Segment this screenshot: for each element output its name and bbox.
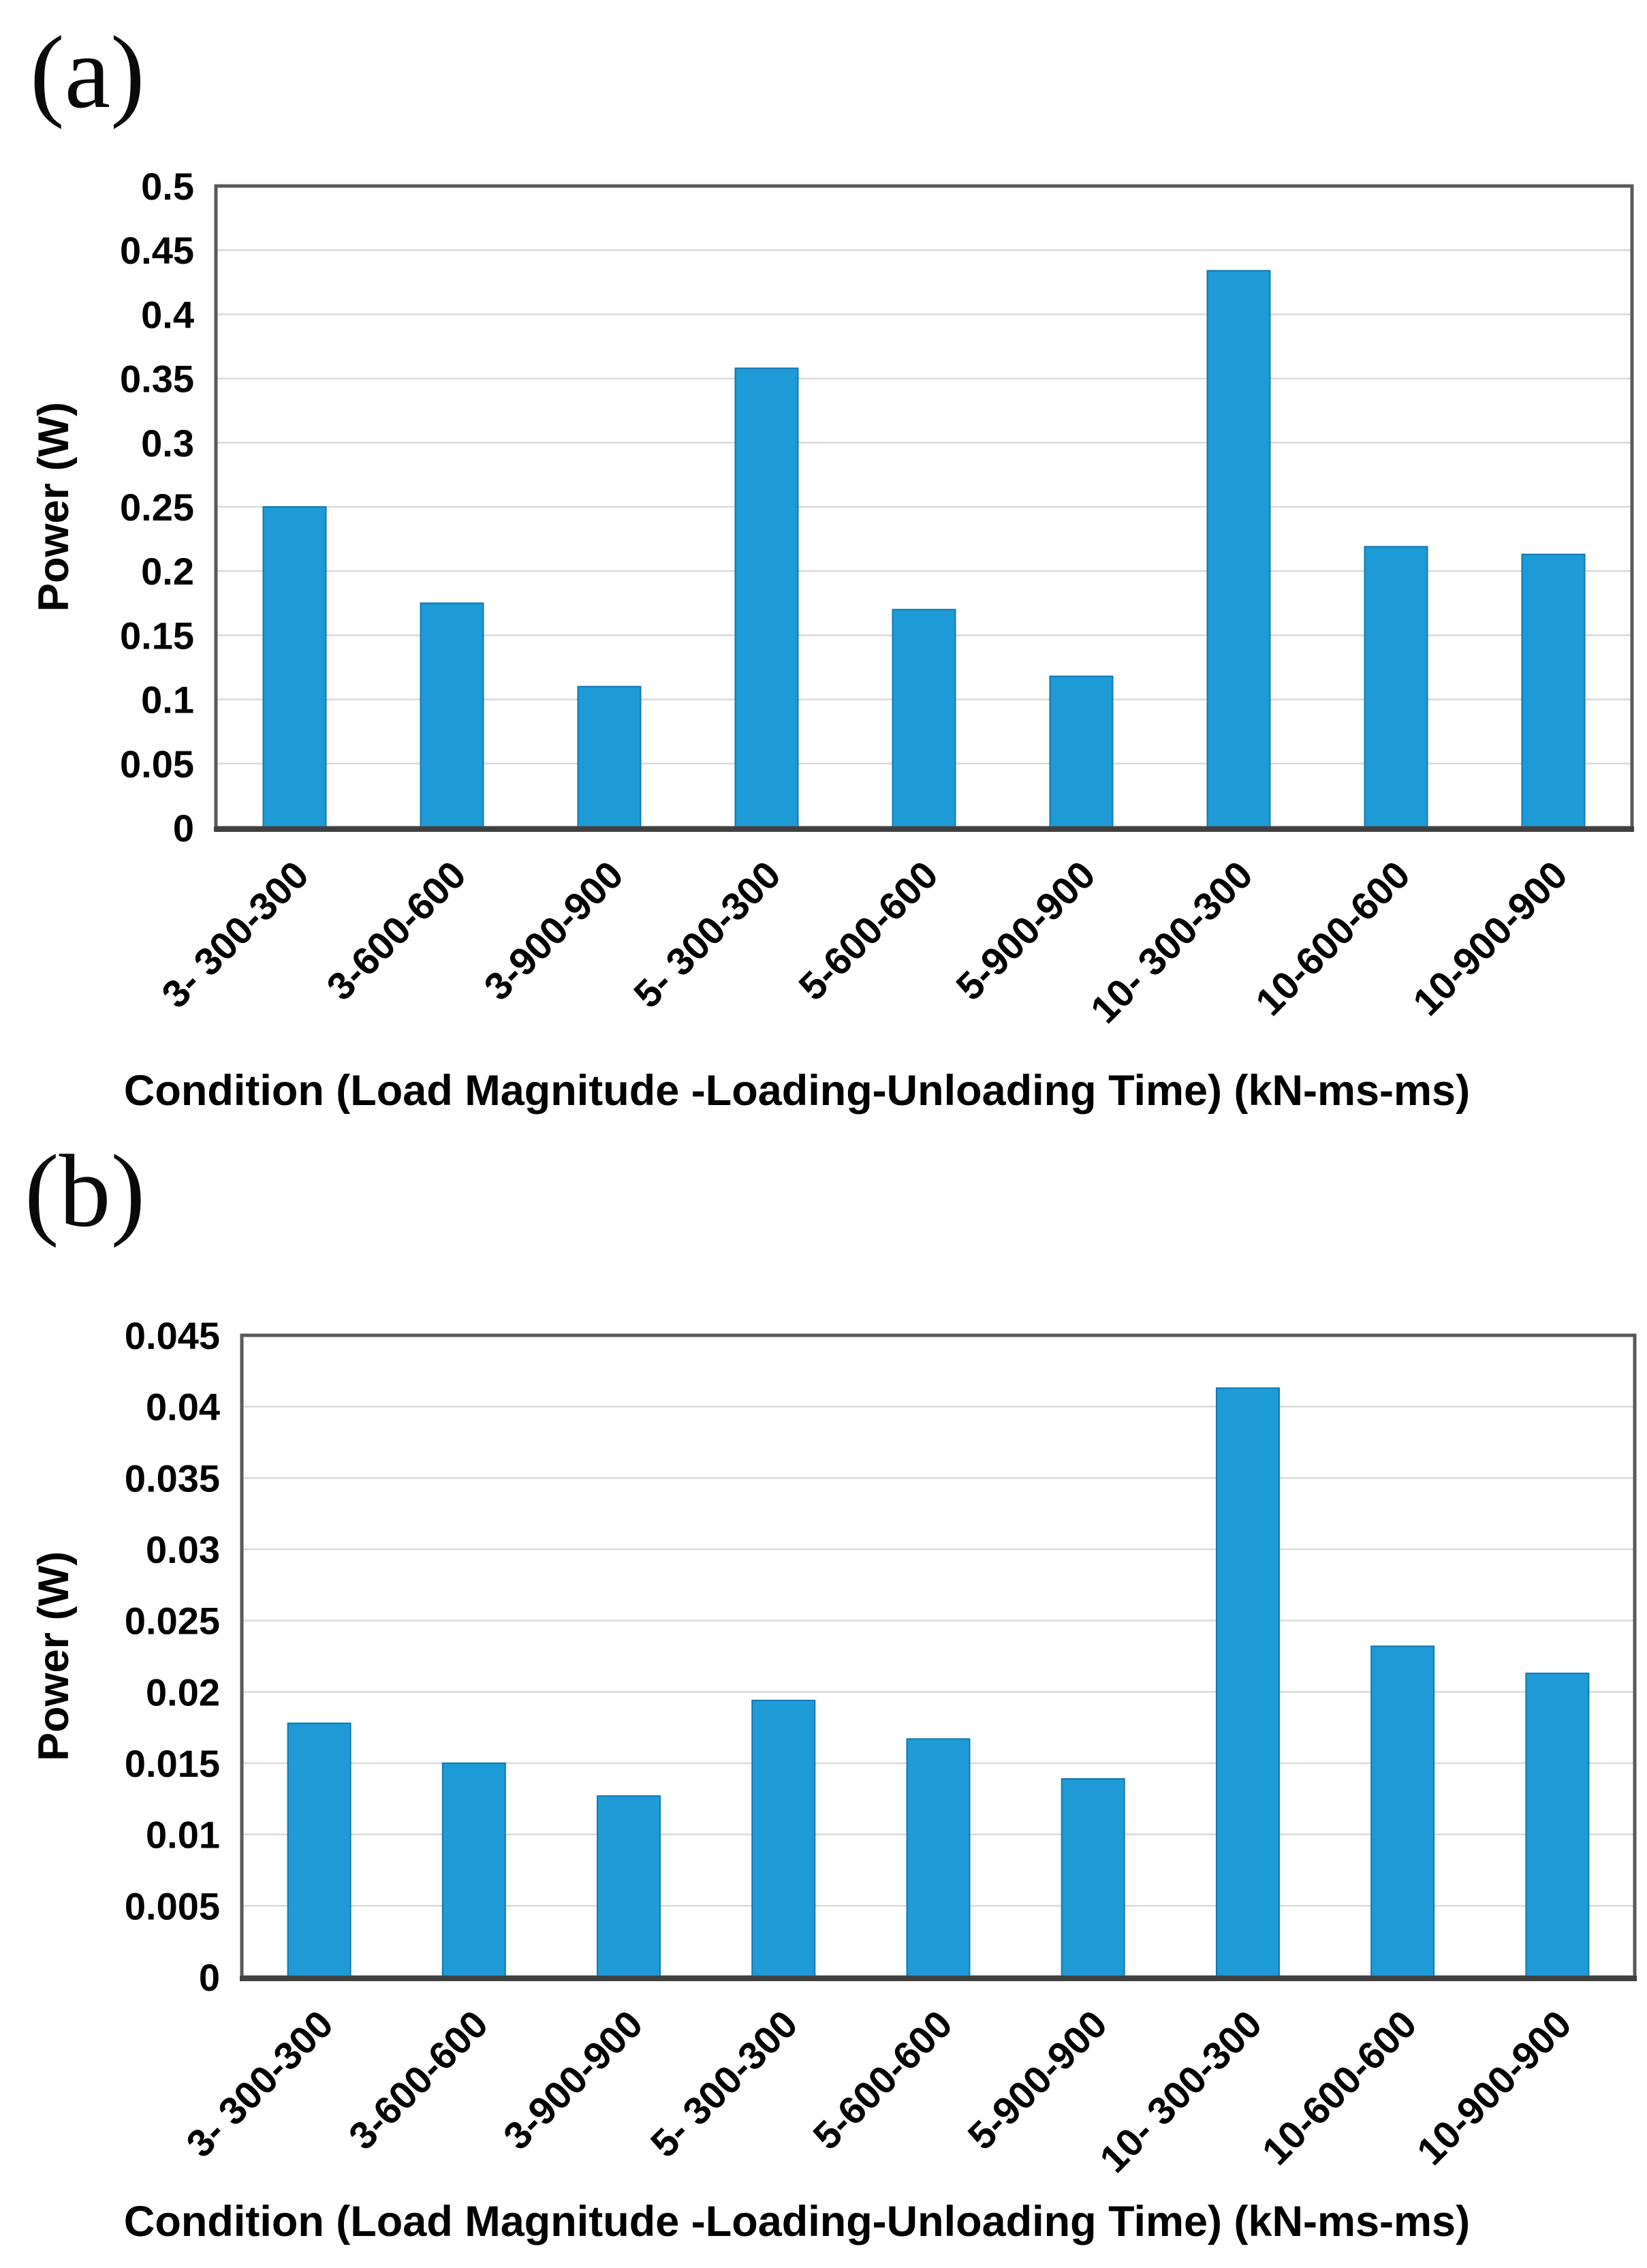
y-tick-label: 0.25 bbox=[120, 486, 194, 529]
bar bbox=[1049, 675, 1114, 828]
y-tick-label: 0.04 bbox=[146, 1386, 220, 1429]
x-category-label: 10-900-900 bbox=[1409, 2002, 1580, 2173]
y-axis-title: Power (W) bbox=[30, 1551, 78, 1761]
y-tick-label: 0.045 bbox=[125, 1314, 220, 1357]
bar bbox=[1364, 546, 1428, 828]
chart-panel-b: 0.045 0.04 0.035 0.03 0.025 0.02 0.015 0.01 0.00… bbox=[30, 1314, 1637, 2246]
bar bbox=[420, 602, 484, 828]
y-tick-label: 0.05 bbox=[120, 743, 194, 786]
x-category-label: 5-900-900 bbox=[960, 2002, 1116, 2158]
bar bbox=[1206, 270, 1271, 828]
y-tick-label: 0.3 bbox=[141, 422, 194, 465]
panel-a-label: (a) bbox=[30, 15, 145, 129]
bar bbox=[262, 506, 327, 828]
x-category-label: 10- 300-300 bbox=[1092, 2002, 1271, 2181]
y-tick-label: 0.1 bbox=[141, 679, 194, 721]
bar bbox=[906, 1738, 971, 1978]
x-category-label: 5-600-600 bbox=[791, 853, 947, 1009]
x-category-label: 10-600-600 bbox=[1254, 2002, 1425, 2173]
y-tick-label: 0.035 bbox=[125, 1457, 220, 1500]
y-tick-label: 0.4 bbox=[141, 293, 194, 336]
bar bbox=[1525, 1673, 1590, 1978]
y-tick-label: 0.025 bbox=[125, 1600, 220, 1643]
y-tick-label: 0.01 bbox=[146, 1814, 220, 1857]
x-category-label: 3- 300-300 bbox=[178, 2002, 342, 2166]
x-category-label: 10-600-600 bbox=[1247, 853, 1418, 1024]
bar bbox=[287, 1722, 351, 1978]
y-axis-title: Power (W) bbox=[30, 402, 78, 612]
bar bbox=[1370, 1645, 1435, 1978]
y-tick-label: 0.15 bbox=[120, 614, 194, 657]
bar bbox=[577, 685, 642, 829]
x-axis-title: Condition (Load Magnitude -Loading-Unloa… bbox=[124, 2198, 1470, 2246]
bar bbox=[734, 367, 799, 828]
x-category-label: 5- 300-300 bbox=[642, 2002, 806, 2166]
y-tick-label: 0.5 bbox=[141, 165, 194, 208]
panel-b-label: (b) bbox=[25, 1134, 146, 1248]
bar bbox=[1061, 1778, 1125, 1978]
bar bbox=[441, 1762, 506, 1978]
x-category-label: 5-600-600 bbox=[805, 2002, 961, 2158]
y-tick-label: 0.005 bbox=[125, 1884, 220, 1927]
x-category-label: 3- 300-300 bbox=[153, 853, 317, 1016]
x-category-label: 10- 300-300 bbox=[1082, 853, 1261, 1032]
y-tick-label: 0.45 bbox=[120, 229, 194, 272]
x-category-label: 3-900-900 bbox=[495, 2002, 651, 2158]
x-axis-title: Condition (Load Magnitude -Loading-Unloa… bbox=[124, 1067, 1470, 1115]
x-category-label: 3-600-600 bbox=[319, 853, 475, 1009]
x-category-label: 10-900-900 bbox=[1405, 853, 1575, 1024]
y-tick-label: 0 bbox=[199, 1956, 220, 1999]
bar bbox=[597, 1795, 661, 1978]
y-tick-label: 0.35 bbox=[120, 358, 194, 401]
x-category-label: 5-900-900 bbox=[948, 853, 1104, 1009]
x-category-label: 3-900-900 bbox=[476, 853, 632, 1009]
y-tick-label: 0.02 bbox=[146, 1671, 220, 1713]
x-category-label: 5- 300-300 bbox=[625, 853, 789, 1016]
y-tick-label: 0.03 bbox=[146, 1528, 220, 1571]
bar bbox=[892, 608, 956, 828]
y-tick-label: 0.2 bbox=[141, 550, 194, 593]
bar bbox=[1215, 1387, 1280, 1978]
y-tick-label: 0 bbox=[173, 807, 194, 850]
x-category-label: 3-600-600 bbox=[341, 2002, 497, 2158]
bar bbox=[751, 1699, 816, 1978]
bar bbox=[1521, 553, 1586, 828]
chart-panel-a: 0.5 0.45 0.4 0.35 0.3 0.25 0.2 0.15 0.1 0.05 03- 3… bbox=[30, 165, 1634, 1115]
y-tick-label: 0.015 bbox=[125, 1742, 220, 1785]
